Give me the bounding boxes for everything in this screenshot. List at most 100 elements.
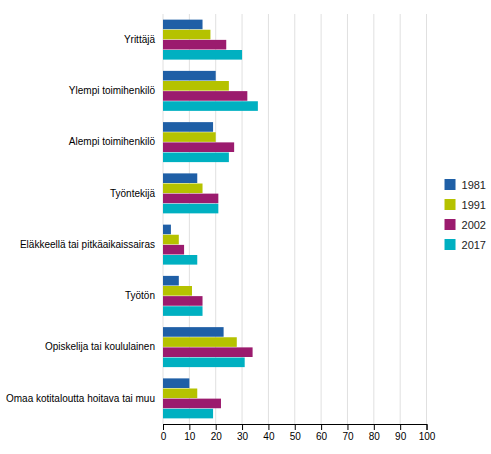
y-tick: Alempi toimihenkilö [69,136,163,147]
bar-series [163,20,224,388]
legend-swatch [445,219,456,230]
grid-line [268,14,269,424]
tick-label: Omaa kotitaloutta hoitava tai muu [6,393,155,404]
bar-series [163,50,258,418]
tick-label: Ylempi toimihenkilö [69,85,156,96]
axis-line [164,425,428,431]
tick-label: Työtön [125,290,155,301]
plot: 0 10 20 30 40 50 60 70 80 90 100 Yrittäjä Ylempi toi… [6,14,436,442]
y-tick: Opiskelija tai koululainen [45,341,163,352]
x-tick: 80 [369,424,381,442]
bar [163,71,216,81]
tick-label: 40 [263,431,275,442]
bar [163,225,171,235]
tick-mark [347,424,348,430]
tick-label: 50 [290,431,302,442]
tick-label: 10 [184,431,196,442]
legend-label: 1991 [462,199,486,211]
tick-mark [163,424,164,430]
bar [163,296,203,306]
y-axis: Yrittäjä Ylempi toimihenkilö Alempi toimih… [6,34,163,404]
legend-label: 1981 [462,179,486,191]
bar [163,142,234,152]
tick-label: Opiskelija tai koululainen [45,341,155,352]
bar-series [163,40,253,408]
tick-label: 90 [395,431,407,442]
y-tick: Työntekijä [110,188,163,199]
grid-line [294,14,295,424]
legend-label: 2017 [462,239,486,251]
bar [163,358,245,368]
tick-label: 70 [342,431,354,442]
y-tick: Eläkkeellä tai pitkäaikaissairas [20,239,163,250]
bar [163,50,242,60]
tick-mark [321,424,322,430]
x-tick: 70 [342,424,354,442]
bar [163,91,247,101]
legend-item: 2002 [445,219,486,231]
bar [163,173,197,183]
legend-label: 2002 [462,219,486,231]
legend-swatch [445,239,456,250]
tick-mark [216,424,217,430]
x-tick: 30 [237,424,249,442]
tick-label: 100 [419,431,436,442]
tick-label: 30 [237,431,249,442]
tick-mark [189,424,190,430]
bar [163,122,213,132]
bar [163,153,229,163]
tick-mark [400,424,401,430]
legend-swatch [445,179,456,190]
grid-line [426,14,427,424]
tick-label: 80 [369,431,381,442]
y-tick: Omaa kotitaloutta hoitava tai muu [6,393,163,404]
x-tick: 20 [211,424,223,442]
bar [163,184,203,194]
x-tick: 90 [395,424,407,442]
legend-item: 1981 [445,179,486,191]
tick-label: 60 [316,431,328,442]
tick-label: Työntekijä [110,188,155,199]
x-axis: 0 10 20 30 40 50 60 70 80 90 100 [161,424,436,442]
bar [163,20,203,30]
legend: 1981 1991 2002 2017 [445,179,486,251]
y-tick: Työtön [125,290,163,301]
bar [163,399,221,409]
bar [163,286,192,296]
bar [163,30,210,40]
bar [163,389,197,399]
x-tick: 40 [263,424,275,442]
chart-root: 0 10 20 30 40 50 60 70 80 90 100 Yrittäjä Ylempi toi… [0,0,491,454]
bars [163,20,258,419]
bar [163,337,237,347]
bar [163,409,213,419]
bar [163,194,218,204]
bar [163,204,218,214]
tick-mark [427,424,428,430]
tick-label: Yrittäjä [124,34,156,45]
bar [163,132,216,142]
bar [163,276,179,286]
legend-item: 2017 [445,239,486,251]
bar [163,81,229,91]
x-tick: 50 [290,424,302,442]
tick-label: 20 [211,431,223,442]
tick-mark [295,424,296,430]
y-tick: Yrittäjä [124,34,163,45]
x-tick: 10 [184,424,196,442]
x-tick: 60 [316,424,328,442]
bar [163,255,197,265]
tick-label: Eläkkeellä tai pitkäaikaissairas [20,239,155,250]
bar [163,378,189,388]
tick-mark [374,424,375,430]
tick-label: 0 [161,431,167,442]
bar [163,327,224,337]
bar [163,101,258,111]
bar [163,40,226,50]
bar [163,245,184,255]
tick-label: Alempi toimihenkilö [69,136,156,147]
y-tick: Ylempi toimihenkilö [69,85,163,96]
x-tick: 0 [161,424,167,442]
grid-line [400,14,401,424]
bar [163,306,203,316]
